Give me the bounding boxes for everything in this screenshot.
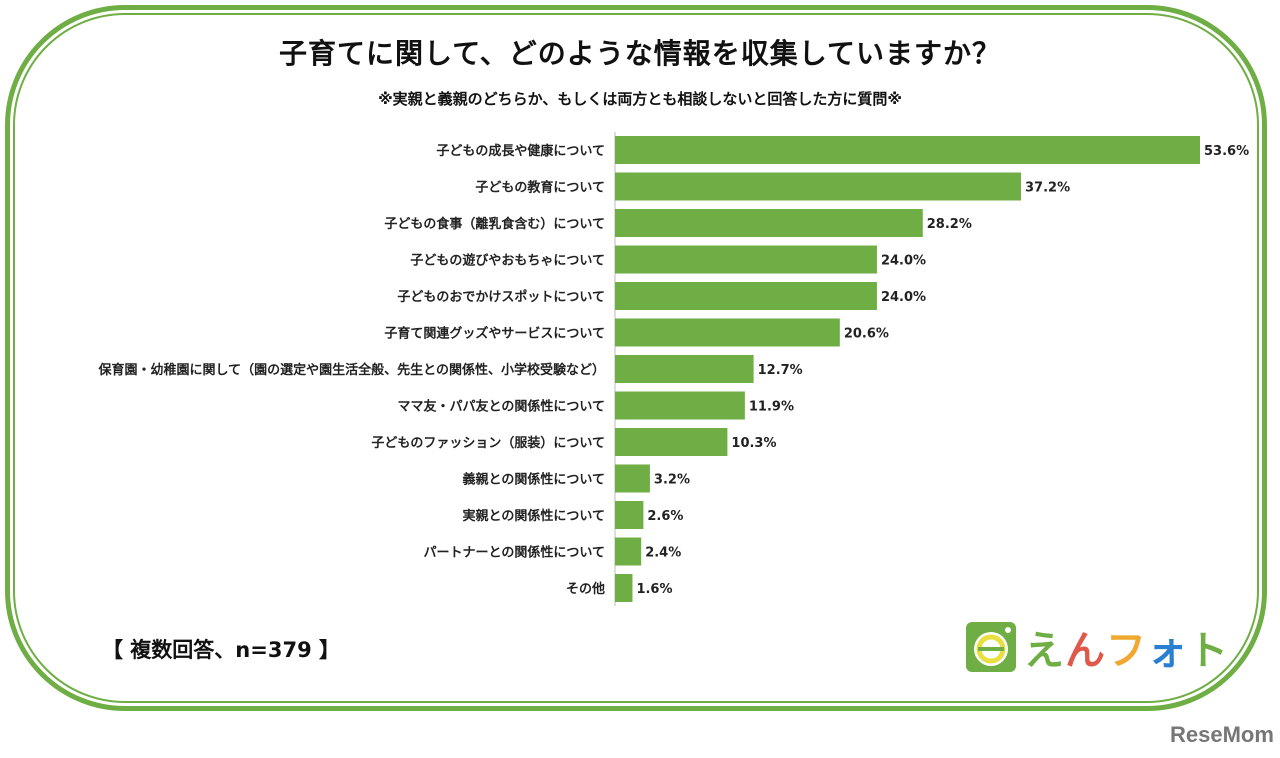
chart-subtitle: ※実親と義親のどちらか、もしくは両方とも相談しないと回答した方に質問※: [378, 90, 902, 108]
data-label: 2.4%: [645, 546, 681, 561]
category-label: パートナーとの関係性について: [424, 545, 605, 561]
data-label: 12.7%: [758, 363, 803, 378]
logo-char: え: [1024, 628, 1065, 674]
bar: [615, 464, 650, 493]
logo-text: えんフォト: [1024, 618, 1229, 676]
category-label: 子どものファッション（服装）について: [371, 435, 605, 451]
data-label: 3.2%: [654, 473, 690, 488]
data-label: 24.0%: [881, 254, 926, 269]
data-label: 10.3%: [731, 436, 776, 451]
category-label: 子どもの遊びやおもちゃについて: [410, 253, 605, 269]
category-label: 保育園・幼稚園に関して（園の選定や園生活全般、先生との関係性、小学校受験など）: [98, 362, 605, 378]
chart-border-inner: [13, 13, 1259, 703]
data-label: 20.6%: [844, 327, 889, 342]
data-label: 37.2%: [1025, 181, 1070, 196]
category-label: 子育て関連グッズやサービスについて: [384, 326, 605, 342]
data-label: 1.6%: [636, 582, 672, 597]
bar: [615, 391, 745, 420]
category-label: ママ友・パパ友との関係性について: [398, 399, 605, 415]
logo-char: フ: [1106, 628, 1147, 674]
bar: [615, 136, 1200, 164]
category-label: 子どものおでかけスポットについて: [397, 289, 605, 305]
category-label: 子どもの教育について: [475, 180, 605, 196]
category-label: 子どもの成長や健康について: [436, 143, 605, 159]
data-label: 53.6%: [1204, 144, 1249, 159]
chart-border: [5, 5, 1267, 711]
data-label: 11.9%: [749, 400, 794, 415]
logo-char: ォ: [1147, 628, 1188, 674]
data-label: 28.2%: [927, 217, 972, 232]
bar: [615, 428, 728, 456]
bar: [615, 318, 840, 347]
category-label: 子どもの食事（離乳食含む）について: [384, 216, 605, 232]
bar: [615, 537, 642, 566]
bar: [615, 245, 877, 274]
enphoto-logo: えんフォト: [966, 618, 1229, 676]
sample-note: 【 複数回答、n=379 】: [102, 638, 341, 662]
chart-title: 子育てに関して、どのような情報を収集していますか？: [279, 37, 1001, 70]
resemom-watermark: ReseMom: [1170, 722, 1274, 747]
data-label: 2.6%: [647, 509, 683, 524]
logo-camera-icon: [966, 622, 1016, 672]
bar: [615, 574, 633, 602]
category-label: 実親との関係性について: [463, 508, 605, 524]
bar: [615, 501, 644, 529]
bar: [615, 209, 923, 237]
data-label: 24.0%: [881, 290, 926, 305]
category-label: その他: [566, 581, 605, 597]
logo-char: ん: [1065, 628, 1106, 674]
bar: [615, 172, 1022, 201]
logo-char: ト: [1188, 628, 1229, 674]
bar: [615, 282, 877, 310]
category-label: 義親との関係性について: [463, 472, 605, 488]
bar: [615, 355, 754, 383]
